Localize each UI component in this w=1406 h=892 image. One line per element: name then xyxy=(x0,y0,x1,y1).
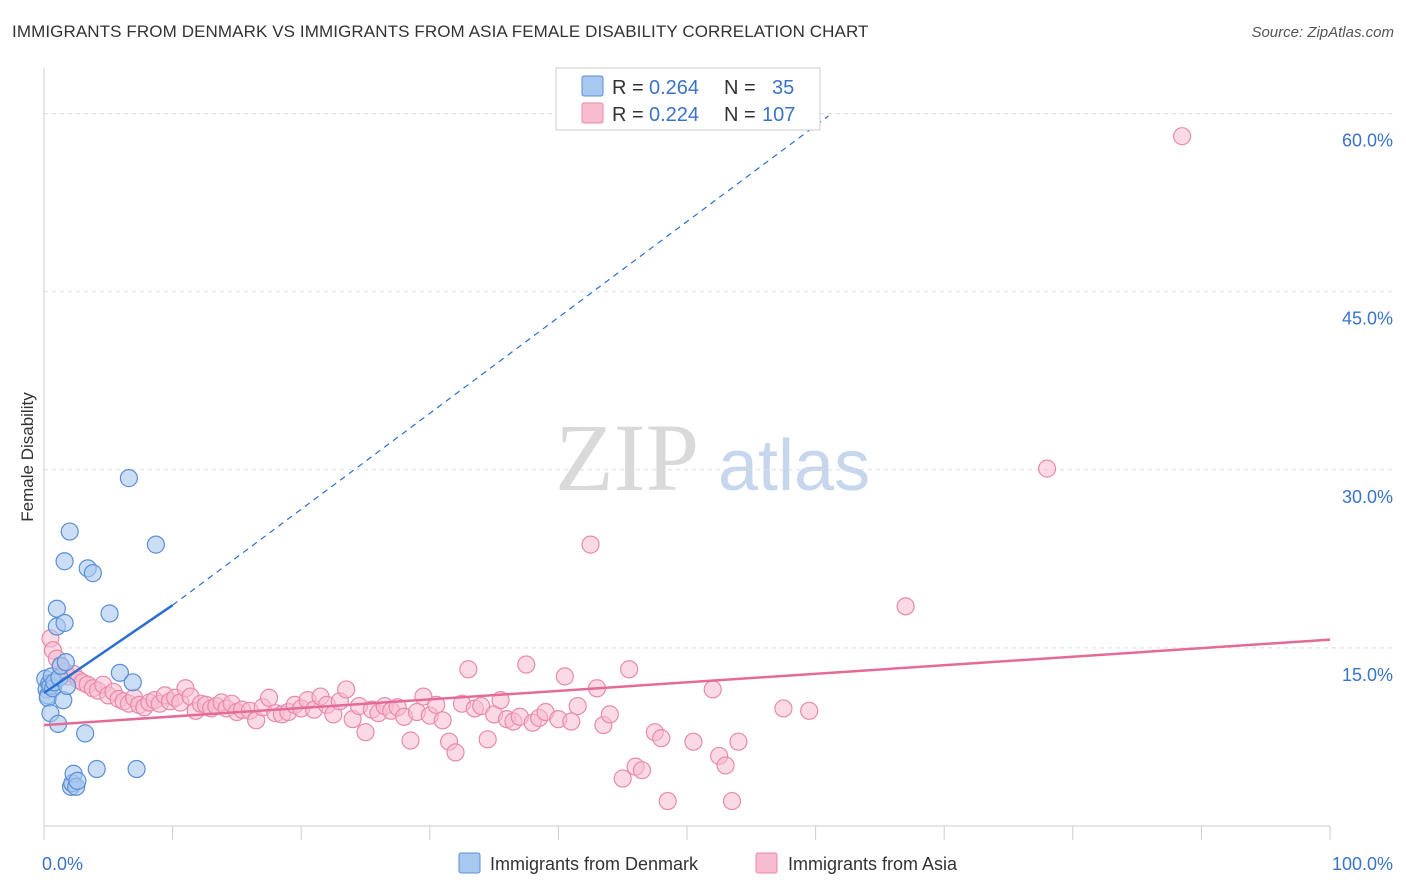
asia-point xyxy=(774,699,793,718)
asia-point xyxy=(600,705,619,724)
legend-r-value-asia: 0.224 xyxy=(649,104,699,126)
asia-point xyxy=(472,696,491,716)
x-tick-label: 100.0% xyxy=(1332,854,1393,874)
asia-point xyxy=(562,712,581,731)
asia-point xyxy=(620,660,639,679)
asia-point xyxy=(478,730,497,749)
axes: 15.0% 30.0% 45.0% 60.0% 0.0% 100.0% xyxy=(42,68,1393,874)
asia-point xyxy=(896,597,915,616)
denmark-point xyxy=(47,599,66,618)
asia-point xyxy=(1173,127,1192,146)
denmark-point xyxy=(127,759,146,779)
grid-lines xyxy=(44,113,1392,649)
asia-point xyxy=(722,791,742,811)
denmark-point xyxy=(55,613,74,633)
y-tick-label: 45.0% xyxy=(1342,309,1393,329)
asia-point xyxy=(517,655,536,674)
asia-point xyxy=(259,688,279,707)
asia-point xyxy=(568,696,587,716)
y-tick-label: 30.0% xyxy=(1342,487,1393,507)
y-tick-label: 15.0% xyxy=(1342,665,1393,685)
asia-point xyxy=(652,729,671,748)
asia-point xyxy=(337,680,356,699)
denmark-series-points xyxy=(36,469,165,796)
chart-source: Source: ZipAtlas.com xyxy=(1251,24,1394,41)
asia-point xyxy=(401,731,420,750)
asia-point xyxy=(684,732,703,751)
denmark-point xyxy=(83,564,102,583)
denmark-trend-extension xyxy=(172,115,829,606)
asia-trend-line xyxy=(43,638,1331,727)
watermark-zip: ZIP xyxy=(555,404,699,511)
legend-r-value-denmark: 0.264 xyxy=(649,77,699,99)
denmark-point xyxy=(119,469,138,488)
legend-swatch-asia xyxy=(581,102,604,124)
trend-lines xyxy=(43,115,1331,727)
y-tick-label: 60.0% xyxy=(1342,131,1393,151)
asia-point xyxy=(427,695,446,714)
denmark-point xyxy=(87,759,106,779)
asia-point xyxy=(729,732,748,751)
bottom-legend-swatch-asia xyxy=(755,852,778,874)
watermark-atlas: atlas xyxy=(718,426,870,506)
denmark-point xyxy=(60,522,79,541)
denmark-point xyxy=(110,663,129,682)
legend-r-label-denmark: R = xyxy=(612,77,644,99)
bottom-legend-label-denmark: Immigrants from Denmark xyxy=(490,854,699,874)
asia-point xyxy=(356,723,375,742)
bottom-legend-label-asia: Immigrants from Asia xyxy=(788,854,958,874)
denmark-point xyxy=(68,771,87,790)
denmark-trend-line xyxy=(43,604,174,695)
denmark-point xyxy=(76,724,95,743)
legend-n-label-denmark: N = xyxy=(724,77,756,99)
asia-point xyxy=(581,535,600,554)
legend-r-label-asia: R = xyxy=(612,104,644,126)
asia-series-points xyxy=(41,127,1192,811)
watermark: ZIP atlas xyxy=(555,404,870,511)
asia-point xyxy=(613,769,632,788)
asia-point xyxy=(716,756,735,775)
bottom-legend-swatch-denmark xyxy=(458,852,481,874)
y-axis-label: Female Disability xyxy=(18,392,37,522)
denmark-point xyxy=(100,604,119,623)
x-tick-label: 0.0% xyxy=(42,854,83,874)
legend-n-value-denmark: 35 xyxy=(772,77,794,99)
correlation-legend: R = 0.264 N = 35 R = 0.224 N = 107 xyxy=(555,67,821,131)
asia-point xyxy=(459,660,478,679)
asia-point xyxy=(632,761,652,780)
series-legend: Immigrants from Denmark Immigrants from … xyxy=(458,852,958,874)
asia-point xyxy=(1037,459,1057,478)
asia-point xyxy=(433,711,452,730)
denmark-point xyxy=(123,673,142,692)
denmark-point xyxy=(56,653,75,672)
asia-point xyxy=(555,667,574,686)
chart-title: IMMIGRANTS FROM DENMARK VS IMMIGRANTS FR… xyxy=(12,22,869,41)
asia-point xyxy=(658,791,677,811)
legend-n-value-asia: 107 xyxy=(762,104,795,126)
asia-point xyxy=(800,701,819,720)
asia-point xyxy=(446,743,465,762)
denmark-point xyxy=(55,552,74,571)
denmark-point xyxy=(146,535,165,554)
legend-swatch-denmark xyxy=(581,75,604,97)
legend-n-label-asia: N = xyxy=(724,104,756,126)
asia-point xyxy=(703,680,722,699)
